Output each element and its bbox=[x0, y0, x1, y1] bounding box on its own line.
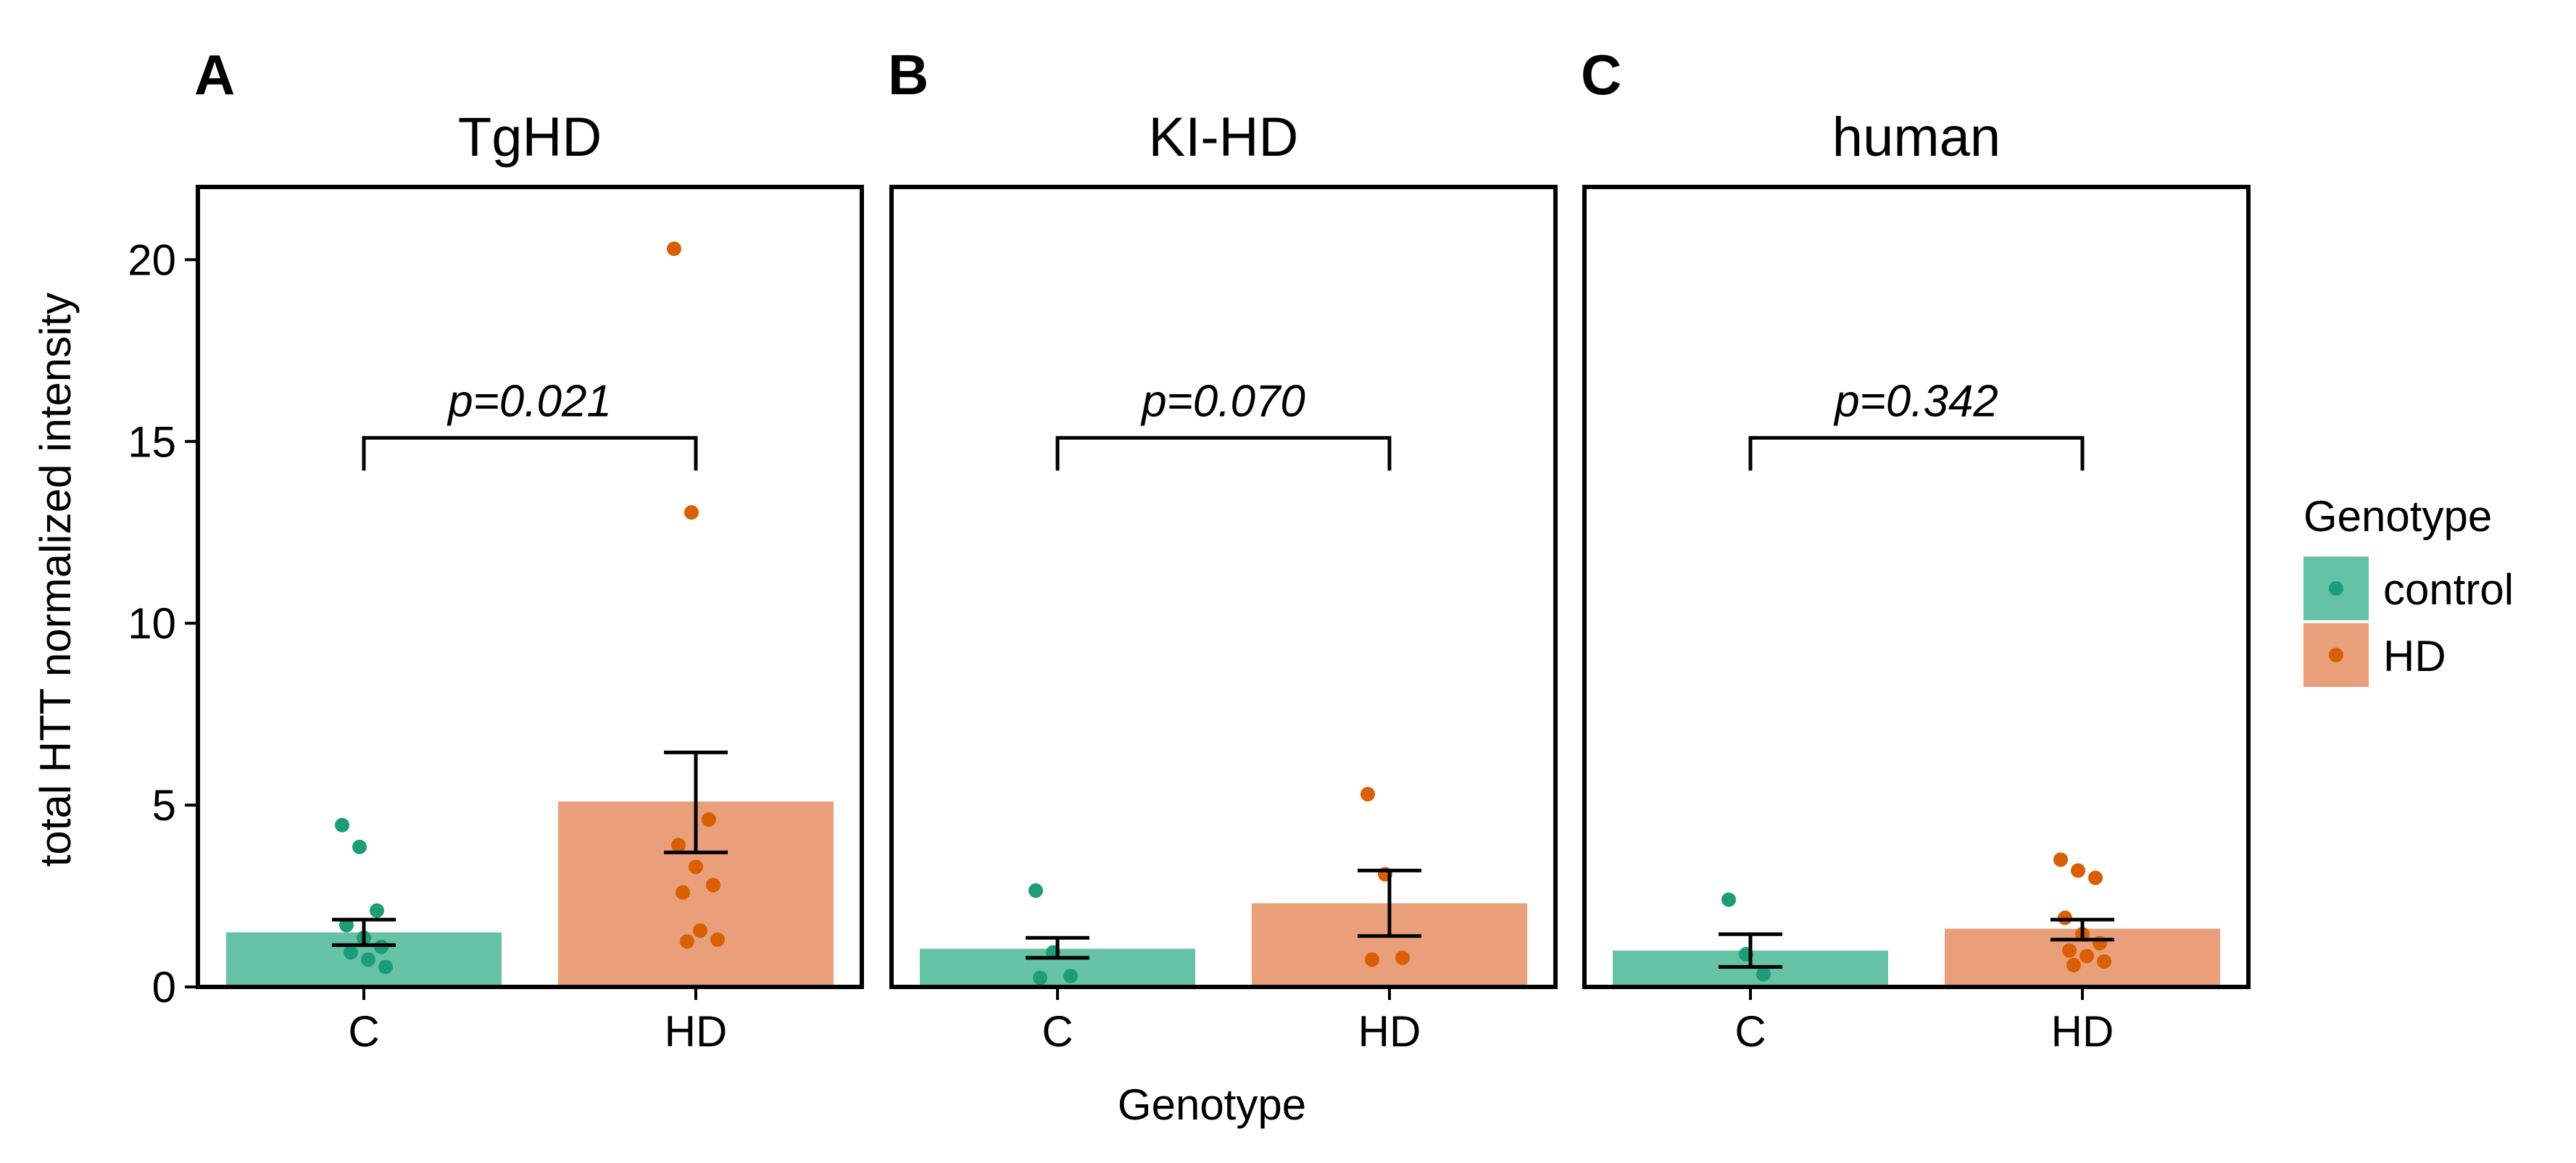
panel-title: human bbox=[1832, 107, 2000, 168]
p-value: p=0.021 bbox=[446, 376, 612, 426]
data-point bbox=[2088, 870, 2103, 885]
data-point bbox=[684, 505, 699, 520]
y-tick-label: 0 bbox=[152, 963, 176, 1012]
data-point bbox=[2058, 910, 2072, 925]
x-tick-label: HD bbox=[665, 1007, 728, 1056]
data-point bbox=[1063, 968, 1078, 983]
panel-title: TgHD bbox=[458, 107, 602, 168]
y-tick-label: 5 bbox=[152, 781, 176, 830]
y-axis-ticks: 0 5 10 15 20 bbox=[128, 235, 198, 1012]
data-point bbox=[352, 839, 367, 854]
data-point bbox=[667, 241, 681, 257]
data-point bbox=[2053, 852, 2068, 867]
data-point bbox=[710, 932, 725, 947]
data-point bbox=[2097, 954, 2111, 969]
x-tick-label: C bbox=[1042, 1007, 1073, 1056]
data-point bbox=[1033, 970, 1047, 985]
data-point bbox=[361, 952, 375, 967]
panel-frame bbox=[1582, 185, 2251, 989]
data-point bbox=[1029, 883, 1043, 899]
data-point bbox=[702, 812, 716, 828]
panel-ki-hd: B KI-HD p=0.070 C HD bbox=[888, 43, 1558, 1056]
x-axis-title: Genotype bbox=[1118, 1080, 1306, 1129]
legend-entry-hd: HD bbox=[2303, 623, 2446, 687]
p-value: p=0.342 bbox=[1833, 376, 1998, 426]
y-tick-label: 20 bbox=[128, 235, 176, 284]
data-point bbox=[1721, 892, 1736, 907]
x-tick-label: C bbox=[348, 1007, 379, 1056]
legend-label: HD bbox=[2383, 632, 2446, 680]
data-point bbox=[339, 917, 354, 933]
data-point bbox=[378, 959, 393, 975]
y-tick-label: 10 bbox=[128, 599, 176, 648]
panel-letter: B bbox=[888, 43, 928, 107]
data-point bbox=[2066, 957, 2081, 972]
legend-title: Genotype bbox=[2303, 492, 2492, 541]
data-point bbox=[680, 934, 694, 949]
legend: Genotype control HD bbox=[2303, 492, 2514, 687]
legend-point bbox=[2329, 581, 2343, 596]
panel-letter: C bbox=[1581, 43, 1621, 107]
data-point bbox=[693, 923, 707, 938]
data-point bbox=[374, 939, 389, 954]
data-point bbox=[689, 859, 703, 875]
significance-bracket bbox=[1055, 435, 1392, 471]
panel-frame bbox=[889, 185, 1558, 989]
significance-bracket bbox=[362, 435, 698, 471]
legend-entry-control: control bbox=[2303, 557, 2514, 620]
legend-point bbox=[2329, 648, 2343, 662]
legend-label: control bbox=[2383, 565, 2514, 614]
x-tick-label: HD bbox=[2051, 1007, 2114, 1056]
data-point bbox=[671, 838, 686, 853]
data-point bbox=[335, 817, 349, 833]
data-point bbox=[1395, 950, 1410, 965]
p-value: p=0.070 bbox=[1140, 376, 1305, 426]
data-point bbox=[1756, 967, 1771, 982]
y-tick-label: 15 bbox=[128, 417, 176, 466]
data-point bbox=[2071, 863, 2085, 878]
data-point bbox=[1365, 952, 1379, 967]
panel-frame bbox=[196, 185, 864, 989]
x-tick-label: C bbox=[1734, 1007, 1766, 1056]
data-point bbox=[2080, 949, 2094, 964]
significance-bracket bbox=[1748, 435, 2085, 471]
data-point bbox=[676, 885, 690, 900]
data-point bbox=[2062, 943, 2077, 958]
data-point bbox=[344, 945, 358, 960]
panel-title: KI-HD bbox=[1149, 107, 1299, 168]
panel-tghd: A TgHD p=0.021 C HD bbox=[194, 43, 864, 1056]
x-tick-label: HD bbox=[1358, 1007, 1421, 1056]
panel-letter: A bbox=[194, 43, 235, 107]
data-point bbox=[370, 903, 384, 918]
y-axis-title: total HTT normalized intensity bbox=[31, 293, 80, 867]
data-point bbox=[706, 878, 720, 893]
data-point bbox=[1360, 787, 1375, 802]
